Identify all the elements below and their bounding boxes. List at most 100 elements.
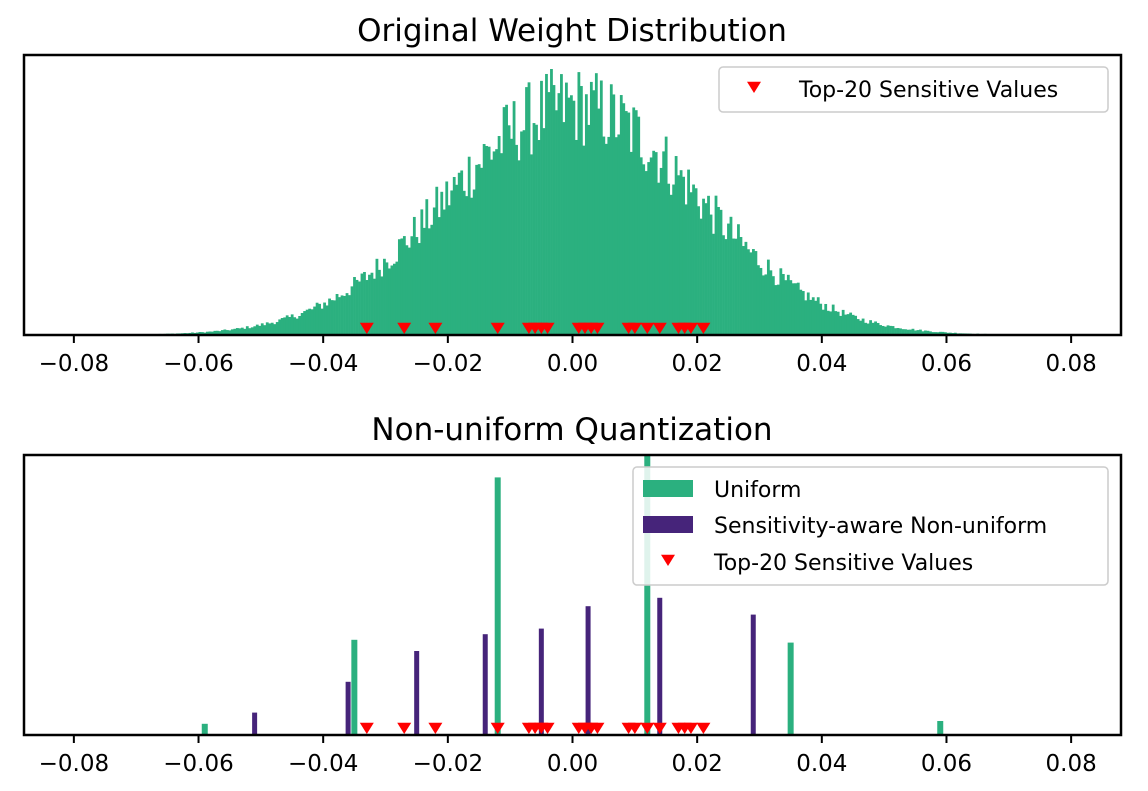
x-tick-label: 0.02 <box>672 351 723 377</box>
histogram-bar <box>652 150 656 335</box>
sensitive-value-marker <box>490 722 505 734</box>
x-tick-label: −0.06 <box>163 351 233 377</box>
histogram-bar <box>442 209 446 335</box>
histogram-bar <box>879 325 882 335</box>
histogram-bar <box>899 328 902 335</box>
histogram-bar <box>315 302 319 335</box>
histogram-bar <box>525 87 528 335</box>
x-tick-label: 0.04 <box>796 351 847 377</box>
histogram-bar <box>934 332 937 335</box>
histogram-bar <box>323 302 326 335</box>
histogram-bar <box>360 273 364 335</box>
histogram-bar <box>926 330 930 335</box>
histogram-bar <box>604 143 608 335</box>
histogram-bar <box>497 136 501 335</box>
sensitive-value-marker <box>640 322 655 334</box>
histogram-bar <box>834 311 838 335</box>
histogram-bar <box>437 217 441 335</box>
histogram-bar <box>248 328 252 335</box>
histogram-bar <box>712 233 715 335</box>
histogram-bar <box>460 170 464 335</box>
histogram-bar <box>215 330 219 335</box>
x-tick-label: 0.08 <box>1046 351 1097 377</box>
histogram-bar <box>567 97 571 336</box>
histogram-bar <box>527 82 531 335</box>
histogram-bar <box>584 94 588 335</box>
histogram-bar <box>365 280 369 335</box>
sensitive-value-marker <box>397 722 412 734</box>
histogram-bar <box>919 329 922 335</box>
histogram-bar <box>824 303 828 335</box>
histogram-bar <box>547 92 551 335</box>
histogram-bar <box>395 261 399 335</box>
histogram-bar <box>228 330 232 335</box>
histogram-bar <box>752 249 755 335</box>
histogram-bar <box>198 331 202 335</box>
histogram-bar <box>510 138 513 335</box>
histogram-bar <box>383 258 386 335</box>
histogram-bar <box>375 258 379 335</box>
histogram-bar <box>405 245 409 335</box>
histogram-bar <box>599 80 603 336</box>
histogram-bar <box>492 151 496 335</box>
histogram-bar <box>943 332 947 335</box>
histogram-sensitive-markers <box>359 322 711 334</box>
histogram-bar <box>692 184 695 335</box>
histogram-bar <box>849 312 853 335</box>
histogram-bar <box>328 298 331 335</box>
histogram-bar <box>589 81 593 335</box>
histogram-bar <box>550 69 553 335</box>
legend-swatch-uniform <box>643 480 693 497</box>
histogram-bar <box>938 331 942 335</box>
histogram-bar <box>507 125 511 335</box>
histogram-bar <box>764 274 768 335</box>
histogram-bar <box>495 149 499 335</box>
histogram-bar <box>829 311 833 335</box>
histogram-bar <box>555 110 558 336</box>
histogram-bar <box>363 271 366 335</box>
x-tick-label: 0.06 <box>921 351 972 377</box>
x-tick-label: −0.06 <box>163 751 233 777</box>
histogram-bar <box>896 328 900 335</box>
histogram-bar <box>530 154 533 335</box>
histogram-bar <box>420 209 424 335</box>
histogram-bar <box>355 279 359 335</box>
histogram-bar <box>400 238 404 335</box>
histogram-bar <box>894 328 897 335</box>
uniform-bar <box>787 642 794 735</box>
sensitive-value-marker <box>540 722 555 734</box>
histogram-bar <box>766 259 770 335</box>
histogram-bar <box>844 314 848 335</box>
histogram-bar <box>535 124 538 335</box>
histogram-bar <box>619 95 623 335</box>
histogram-bar <box>532 123 536 335</box>
histogram-bar <box>430 224 434 335</box>
quantization-bars <box>201 455 944 735</box>
sensitive-value-marker <box>627 722 642 734</box>
histogram-bar <box>485 145 489 335</box>
histogram-bar <box>689 192 693 335</box>
histogram-bar <box>831 304 835 335</box>
histogram-bar <box>702 198 705 335</box>
histogram-bar <box>545 73 548 335</box>
histogram-bar <box>402 236 406 335</box>
histogram-bar <box>412 216 416 335</box>
x-tick-label: 0.04 <box>796 751 847 777</box>
histogram-bar <box>425 199 429 335</box>
histogram-bar <box>906 329 910 335</box>
histogram-bar <box>594 73 598 335</box>
histogram-bar <box>310 309 314 335</box>
histogram-bar <box>447 205 451 335</box>
histogram-bar <box>340 295 344 335</box>
histogram-bar <box>455 184 459 335</box>
histogram-bar <box>325 305 329 335</box>
legend-marker-sensitive <box>661 554 675 566</box>
histogram-bar <box>779 268 783 335</box>
histogram-bar <box>285 315 289 335</box>
histogram-bar <box>338 297 341 335</box>
histogram-bar <box>574 139 578 335</box>
histogram-bar <box>512 101 516 335</box>
histogram-bar <box>904 329 907 335</box>
histogram-bar <box>388 268 391 335</box>
